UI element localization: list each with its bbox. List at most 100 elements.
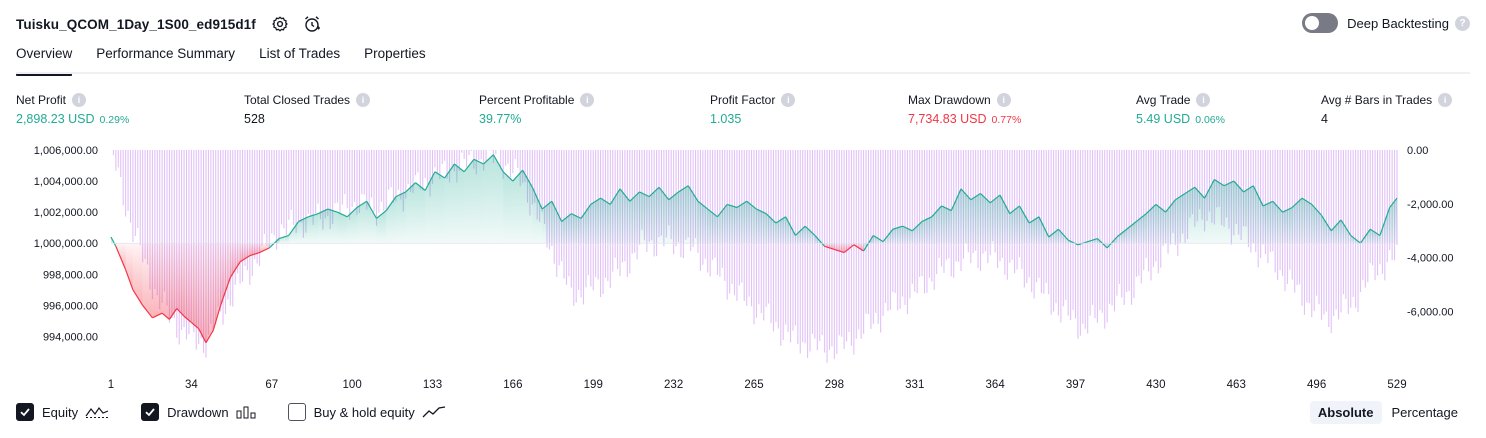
equity-area-segment (834, 243, 845, 253)
equity-line-segment (1379, 207, 1391, 236)
equity-area-segment (493, 154, 504, 244)
equity-area-segment (308, 213, 319, 244)
equity-line-segment (205, 329, 214, 343)
x-axis-tick-label: 430 (1146, 379, 1165, 391)
equity-line-segment (405, 182, 416, 193)
drawdown-checkbox[interactable] (141, 403, 160, 421)
equity-area-segment (892, 226, 903, 244)
equity-line-segment (473, 158, 484, 165)
legend-buy-hold[interactable]: Buy & hold equity (287, 403, 446, 421)
info-icon[interactable]: i (72, 93, 87, 107)
chart-legend: Equity Drawdown Buy & hold equity (16, 403, 478, 421)
equity-area-segment (1126, 221, 1137, 244)
info-icon[interactable]: i (1438, 93, 1453, 107)
info-icon[interactable]: i (1196, 93, 1211, 107)
tab-overview[interactable]: Overview (16, 46, 73, 76)
legend-drawdown-label: Drawdown (167, 404, 229, 420)
equity-line-segment (989, 194, 1001, 204)
legend-equity[interactable]: Equity (16, 403, 109, 421)
equity-area-segment (1224, 181, 1234, 244)
tab-performance-summary[interactable]: Performance Summary (96, 46, 236, 61)
equity-line-segment (1340, 219, 1352, 236)
equity-line-segment (1204, 179, 1215, 199)
equity-line-segment (278, 234, 289, 240)
equity-area-segment (298, 216, 309, 244)
tab-divider (16, 72, 1470, 74)
equity-drawdown-chart[interactable]: 1,006,000.00 1,004,000.00 1,002,000.00 1,00… (0, 140, 1486, 395)
equity-area-segment (1029, 216, 1039, 244)
equity-line-segment (142, 305, 153, 319)
tab-properties[interactable]: Properties (364, 46, 426, 61)
equity-line-segment (1389, 197, 1398, 208)
mode-absolute-button[interactable]: Absolute (1309, 401, 1382, 424)
equity-line-segment (1087, 237, 1098, 243)
equity-line-segment (1311, 203, 1322, 216)
equity-area-segment (688, 185, 698, 244)
strategy-title: Tuisku_QCOM_1Day_1S00_ed915d1f (16, 16, 256, 32)
equity-area-segment (1175, 193, 1186, 244)
equity-line-segment (512, 169, 524, 182)
help-icon[interactable]: ? (1455, 15, 1470, 31)
equity-area-segment (259, 243, 270, 253)
metric-label: Profit Factor (710, 93, 776, 107)
equity-checkbox[interactable] (16, 403, 34, 421)
buy-hold-checkbox[interactable] (287, 403, 306, 421)
equity-area-segment (176, 243, 185, 317)
equity-area-segment (1321, 215, 1332, 244)
legend-drawdown[interactable]: Drawdown (141, 403, 256, 421)
info-icon[interactable]: i (781, 93, 796, 107)
equity-line-segment (483, 154, 494, 165)
metric-percent-profitable: Percent Profitable i 39.77% (479, 93, 595, 126)
x-axis-tick-label: 100 (343, 379, 362, 391)
equity-area-segment (922, 216, 932, 244)
equity-line-segment (115, 246, 127, 270)
right-axis-tick-label: -4,000.00 (1407, 253, 1453, 265)
equity-area-segment (169, 243, 177, 320)
equity-line-segment (239, 255, 251, 263)
metric-value: 5.49 USD (1136, 112, 1191, 126)
metric-label: Avg # Bars in Trades (1321, 93, 1433, 107)
equity-area-segment (386, 196, 396, 244)
equity-area-segment (1116, 229, 1127, 244)
equity-area-segment (756, 209, 767, 244)
equity-area-segment (1311, 204, 1322, 244)
metric-label: Avg Trade (1136, 93, 1191, 107)
equity-line-segment (668, 191, 679, 201)
equity-area-segment (1263, 201, 1273, 244)
metric-label: Net Profit (16, 93, 67, 107)
x-axis-tick-label: 133 (423, 379, 442, 391)
tab-list-of-trades[interactable]: List of Trades (259, 46, 341, 61)
equity-line-segment (678, 185, 689, 193)
equity-area-segment (356, 201, 367, 244)
equity-line-segment (541, 200, 553, 210)
equity-line-segment (1320, 214, 1332, 232)
equity-line-segment (736, 200, 748, 208)
info-icon[interactable]: i (356, 93, 371, 107)
equity-line-segment (183, 315, 192, 323)
deep-backtesting-toggle[interactable] (1302, 13, 1339, 33)
info-icon[interactable]: i (580, 93, 595, 107)
equity-area-segment (415, 182, 426, 244)
equity-area-segment (1272, 201, 1283, 244)
equity-area-segment (1146, 204, 1156, 244)
equity-area-segment (405, 182, 416, 244)
equity-area-segment (184, 243, 192, 323)
equity-line-segment (190, 322, 200, 330)
equity-area-segment (1331, 219, 1341, 244)
equity-line-segment (1009, 205, 1020, 215)
alarm-clock-icon[interactable] (302, 14, 322, 34)
equity-line-segment (931, 205, 942, 218)
metric-net-profit: Net Profit i 2,898.23 USD 0.29% (16, 93, 129, 126)
settings-gear-icon[interactable] (270, 14, 290, 34)
x-axis-tick-label: 364 (986, 379, 1006, 391)
equity-area-segment (132, 243, 143, 306)
equity-area-segment (629, 191, 640, 244)
equity-line-segment (346, 207, 358, 218)
x-axis-tick-label: 1 (108, 379, 114, 391)
metric-label: Total Closed Trades (244, 93, 351, 107)
x-axis-tick-label: 265 (744, 379, 763, 391)
mode-percentage-button[interactable]: Percentage (1391, 405, 1459, 420)
info-icon[interactable]: i (996, 93, 1011, 107)
equity-line-segment (1175, 193, 1186, 201)
equity-line-segment (1291, 197, 1303, 208)
